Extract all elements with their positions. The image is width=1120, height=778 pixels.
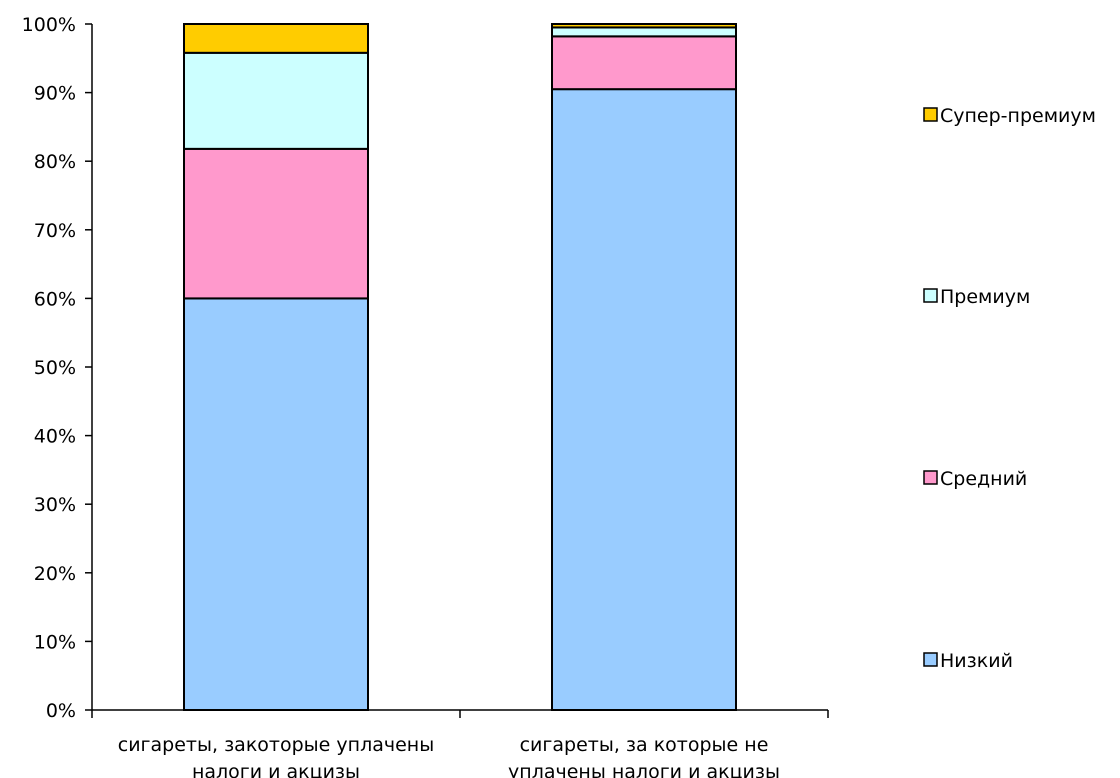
legend-label: Супер-премиум <box>940 105 1096 127</box>
y-tick-label: 80% <box>34 151 76 173</box>
bar-stacks <box>183 23 737 712</box>
legend-swatch-Низкий <box>923 652 938 667</box>
legend-swatch-Супер-премиум <box>923 107 938 122</box>
legend-label: Средний <box>940 468 1027 490</box>
y-tick-label: 90% <box>34 83 76 105</box>
axes <box>91 24 829 718</box>
bar-segment-Средний <box>551 35 737 91</box>
y-tick-label: 70% <box>34 220 76 242</box>
x-category-label: сигареты, за которые не <box>520 734 769 756</box>
y-tick-label: 50% <box>34 357 76 379</box>
legend-label: Низкий <box>940 650 1013 672</box>
legend-swatch-Премиум <box>923 288 938 303</box>
bar-segment-Премиум <box>551 26 737 38</box>
x-category-label: уплачены налоги и акцизы <box>508 761 780 778</box>
y-tick-label: 60% <box>34 288 76 310</box>
legend: Низкий Средний Премиум Супер-премиум <box>923 105 1096 672</box>
y-tick-label: 30% <box>34 494 76 516</box>
bar-segment-Низкий <box>183 297 369 711</box>
y-tick-label: 20% <box>34 563 76 585</box>
y-tick-label: 0% <box>46 700 76 722</box>
x-axis-category-labels: сигареты, закоторые уплачены налоги и акц… <box>118 734 780 778</box>
y-tick-label: 100% <box>22 14 76 36</box>
x-category-label: налоги и акцизы <box>192 761 360 778</box>
bar-segment-Супер-премиум <box>183 23 369 54</box>
bar-segment-Супер-премиум <box>551 23 737 29</box>
y-tick-label: 10% <box>34 631 76 653</box>
legend-label: Премиум <box>940 286 1030 308</box>
bar-segment-Премиум <box>183 51 369 150</box>
y-tick-label: 40% <box>34 426 76 448</box>
bar-segment-Низкий <box>551 88 737 712</box>
x-category-label: сигареты, закоторые уплачены <box>118 734 434 756</box>
y-axis-ticks: 0% 10% 20% 30% 40% 50% 60% 70% 80% 90% 100% <box>22 14 92 722</box>
bar-segment-Средний <box>183 147 369 300</box>
legend-swatch-Средний <box>923 470 938 485</box>
